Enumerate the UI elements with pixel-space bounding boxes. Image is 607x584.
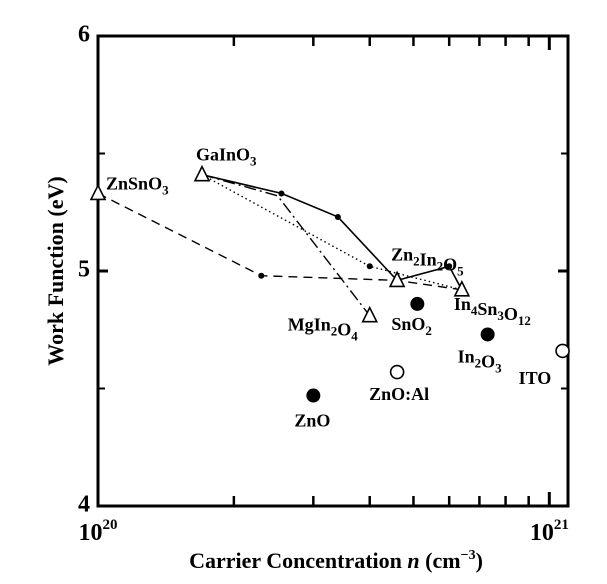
marker-znsno3 [89, 183, 107, 201]
label-zno: ZnO [294, 411, 330, 431]
plot-frame [96, 34, 570, 508]
small-data-point [258, 272, 265, 279]
marker-in2o3 [480, 327, 495, 342]
label-ito: ITO [519, 368, 552, 388]
series-dashed-line [97, 192, 462, 291]
marker-in4sn3o12 [453, 280, 471, 297]
y-tick-label-5: 5 [78, 257, 90, 283]
small-points [258, 190, 453, 279]
x-tick-label-10e21: 1021 [530, 517, 569, 546]
y-axis-title: Work Function (eV) [43, 176, 68, 365]
tick-marks [96, 34, 568, 508]
marker-gaino3 [193, 164, 211, 182]
material-labels: ZnSnO3 GaInO3 Zn2In2O5 MgIn2O4 In4Sn3O12 SnO2… [106, 145, 551, 431]
series-lines [97, 173, 463, 317]
x-axis-title: Carrier Concentration n (cm−3) [189, 548, 483, 573]
x-tick-label-10e20: 1020 [79, 517, 118, 546]
series-solid-line [201, 173, 463, 291]
series-dotted-line [201, 173, 462, 291]
marker-sno2 [410, 296, 425, 311]
series-dash-dot-line [201, 173, 371, 317]
marker-mgin2o4 [361, 305, 379, 323]
label-mgin2o4: MgIn2O4 [288, 315, 359, 344]
small-data-point [366, 263, 373, 270]
marker-ito [555, 343, 570, 359]
label-in2o3: In2O3 [458, 346, 503, 375]
marker-zno [306, 388, 321, 403]
material-markers [89, 164, 570, 403]
small-data-point [446, 263, 453, 270]
plot-frame-group [96, 34, 570, 508]
x-axis-unit-exponent: −3 [461, 548, 476, 563]
label-zno-al: ZnO:Al [369, 384, 429, 404]
label-zn2in2o5: Zn2In2O5 [391, 244, 464, 278]
label-znsno3: ZnSnO3 [106, 173, 169, 197]
x-axis-variable: n [407, 548, 419, 573]
marker-zno-al [389, 364, 405, 380]
label-in4sn3o12: In4Sn3O12 [454, 294, 531, 328]
marker-zn2in2o5 [388, 270, 406, 288]
label-gaino3: GaInO3 [196, 145, 257, 169]
tick-labels: 4 5 6 1020 1021 [78, 22, 569, 547]
y-tick-label-4: 4 [78, 492, 90, 518]
y-tick-label-6: 6 [78, 22, 90, 48]
small-data-point [334, 213, 341, 220]
label-sno2: SnO2 [391, 314, 432, 338]
small-data-point [278, 190, 285, 197]
